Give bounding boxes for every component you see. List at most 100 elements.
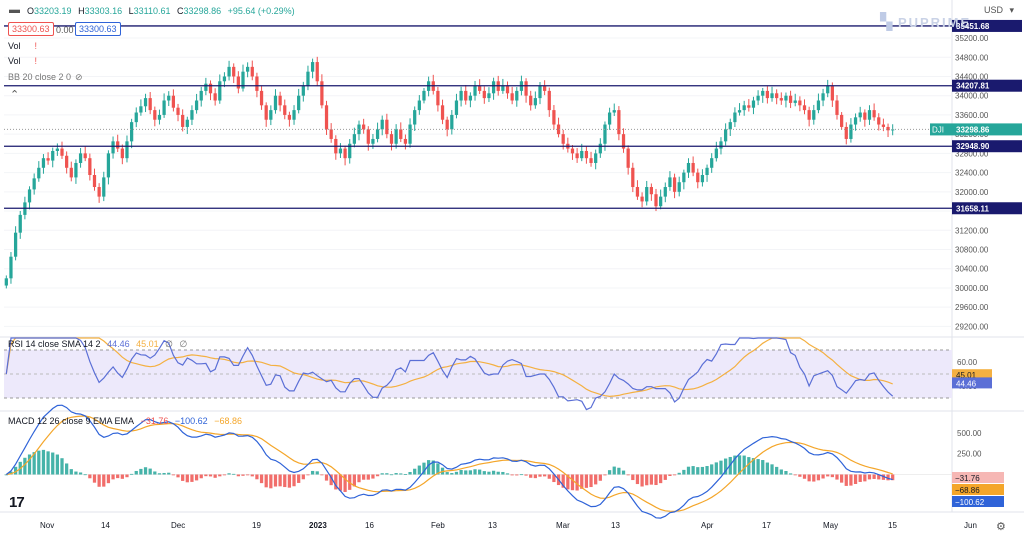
macd-hist-bar	[482, 471, 486, 475]
level-label-bg	[952, 140, 1022, 153]
vol-label-1: Vol	[8, 41, 21, 51]
candle-body	[515, 90, 519, 101]
candle-body	[840, 114, 844, 127]
macd-hist-bar	[157, 473, 162, 475]
rsi-sma-value: 45.01	[136, 339, 159, 349]
sell-price[interactable]: 33300.63	[8, 22, 54, 36]
candle-body	[747, 105, 751, 108]
candle-body	[255, 76, 259, 91]
macd-hist-bar	[714, 462, 718, 475]
macd-hist-value: −31.76	[140, 416, 169, 426]
candle-body	[27, 189, 32, 203]
macd-hist-bar	[436, 463, 440, 475]
candle-body	[844, 126, 848, 139]
tradingview-logo[interactable]: 17	[9, 494, 25, 511]
macd-hist-bar	[208, 474, 213, 477]
macd-hist-bar	[696, 467, 700, 475]
macd-hist-bar	[603, 474, 607, 476]
macd-hist-bar	[92, 474, 97, 483]
macd-hist-bar	[413, 468, 417, 475]
brand-text: PUPRIME	[897, 15, 972, 30]
candle-body	[686, 162, 691, 173]
collapse-icon[interactable]: ▬	[9, 4, 20, 16]
hidden-eye-icon[interactable]: ⊘	[75, 72, 83, 82]
candle-body	[654, 194, 658, 207]
macd-hist-bar	[306, 474, 310, 476]
macd-hist-bar	[566, 474, 570, 490]
macd-hist-bar	[389, 474, 394, 476]
rsi-title: RSI 14 close SMA 14 2	[8, 339, 101, 349]
candle-body	[631, 167, 635, 188]
macd-hist-bar	[863, 474, 867, 482]
candle-body	[32, 178, 36, 190]
macd-hist-bar	[872, 474, 876, 479]
macd-hist-bar	[547, 474, 551, 479]
candle-body	[338, 148, 343, 154]
candle-body	[501, 86, 505, 91]
macd-hist-bar	[13, 466, 18, 475]
macd-hist-bar	[640, 474, 644, 487]
level-label-bg	[952, 202, 1022, 215]
candle-body	[269, 110, 273, 120]
l-label: L	[128, 6, 134, 16]
macd-hist-bar	[570, 474, 575, 491]
macd-hist-bar	[4, 474, 8, 476]
candle-body	[696, 172, 700, 183]
macd-hist-bar	[737, 455, 742, 475]
macd-hist-bar	[561, 474, 565, 488]
level-label: 32948.90	[956, 142, 990, 151]
candle-body	[413, 110, 417, 125]
price-tick-label: 35200.00	[955, 34, 989, 43]
candle-body	[440, 105, 445, 120]
macd-hist-bar	[654, 474, 658, 486]
macd-hist-bar	[761, 460, 765, 475]
candle-body	[157, 114, 162, 120]
warning-icon-1[interactable]: !	[34, 41, 38, 51]
collapse-arrow-icon[interactable]: ⌃	[10, 89, 20, 101]
macd-hist-bar	[659, 474, 663, 484]
macd-hist-bar	[612, 466, 616, 475]
macd-hist-bar	[468, 470, 473, 475]
macd-value-tag: −31.76	[955, 474, 980, 483]
macd-hist-bar	[617, 467, 621, 475]
macd-hist-bar	[301, 474, 305, 480]
macd-hist-bar	[111, 474, 115, 480]
settings-gear-icon[interactable]: ⚙	[996, 521, 1006, 533]
time-tick-label: Mar	[556, 521, 570, 530]
candle-body	[543, 86, 547, 91]
candle-body	[756, 95, 760, 101]
price-tick-label: 32800.00	[955, 149, 989, 158]
macd-hist-bar	[867, 474, 872, 480]
macd-hist-bar	[826, 474, 830, 477]
candle-body	[129, 122, 134, 142]
candle-body	[213, 93, 217, 101]
macd-hist-bar	[459, 470, 463, 475]
candle-body	[4, 278, 8, 286]
candle-body	[297, 95, 301, 111]
candle-body	[106, 153, 111, 178]
candle-body	[529, 95, 533, 106]
currency-label[interactable]: USD ▾	[984, 5, 1015, 15]
rsi-extra-1: ∅	[165, 339, 174, 349]
candle-body	[162, 100, 166, 115]
macd-hist-bar	[83, 474, 87, 476]
candle-body	[403, 138, 408, 144]
high-value: 33303.16	[84, 6, 123, 16]
macd-hist-bar	[858, 474, 862, 482]
level-label: 31658.11	[956, 204, 989, 213]
macd-hist-bar	[478, 469, 482, 475]
candle-body	[705, 167, 709, 175]
candle-body	[51, 150, 55, 161]
warning-icon-2[interactable]: !	[34, 56, 38, 66]
candle-body	[742, 105, 746, 111]
buy-price[interactable]: 33300.63	[75, 22, 121, 36]
macd-tick-label: 250.00	[957, 450, 982, 459]
candle-body	[399, 129, 403, 139]
macd-hist-bar	[594, 474, 598, 485]
candle-body	[120, 148, 124, 159]
candle-body	[612, 110, 616, 113]
macd-hist-bar	[473, 469, 477, 475]
price-tick-label: 30000.00	[955, 284, 989, 293]
